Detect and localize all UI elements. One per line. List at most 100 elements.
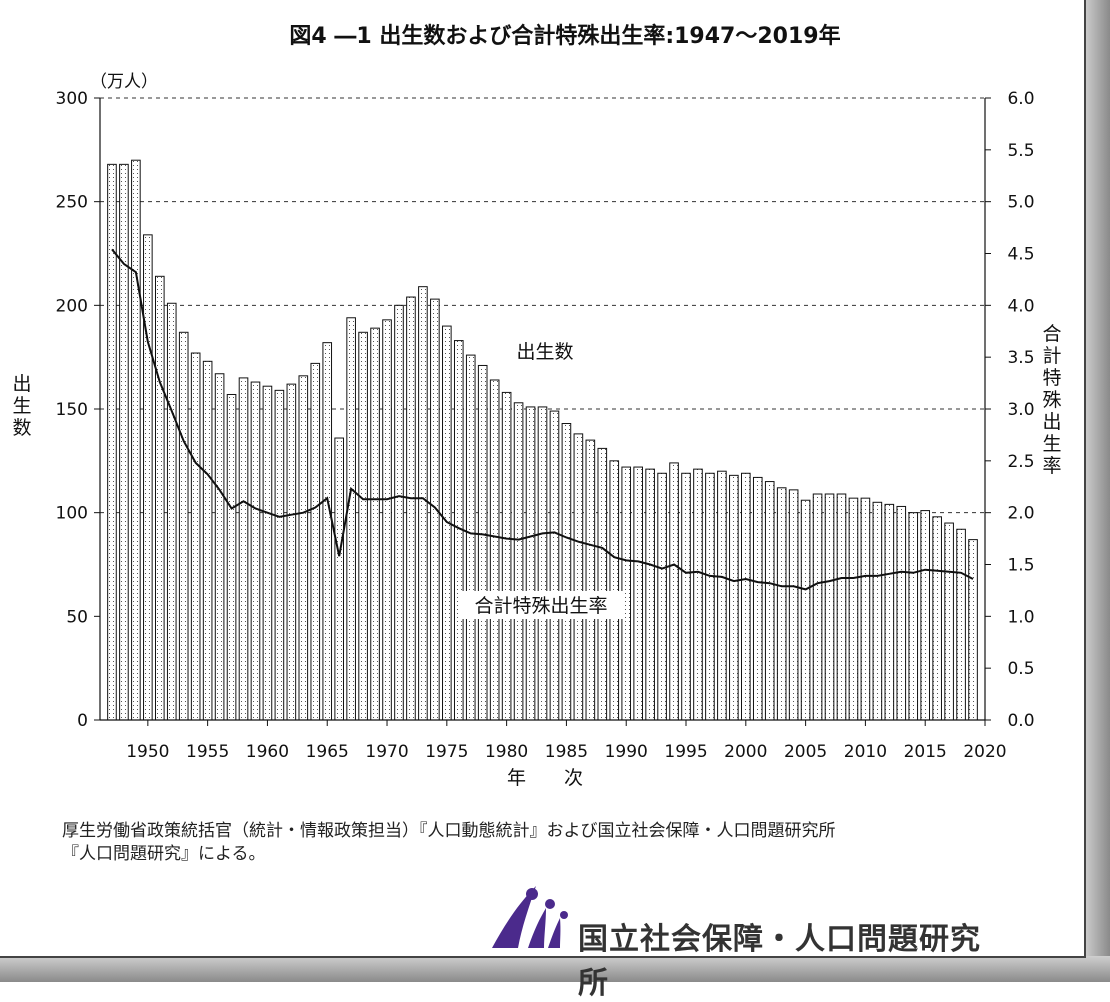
birth-bar [633, 466, 643, 721]
birth-bar [119, 163, 129, 721]
birth-bar [549, 410, 560, 721]
birth-bar [752, 476, 763, 721]
birth-bar [693, 468, 703, 721]
birth-bar [597, 447, 608, 721]
left-tick-label: 0 [77, 711, 88, 731]
ipss-logo-text: 国立社会保障・人口問題研究所 [578, 922, 981, 1001]
x-tick-label: 1965 [306, 742, 349, 762]
birth-bar [884, 503, 895, 721]
birth-bar [131, 159, 141, 721]
source-line-1: 厚生労働省政策統括官（統計・情報政策担当）『人口動態統計』および国立社会保障・人… [62, 821, 836, 841]
axes [94, 97, 991, 726]
birth-bar [143, 234, 153, 721]
right-tick-label: 3.0 [1007, 400, 1034, 420]
birth-bar [705, 472, 715, 721]
birth-bar [860, 497, 871, 721]
right-axis-title-char: 特 [1042, 367, 1061, 389]
birth-bar [956, 528, 966, 721]
birth-bar [178, 331, 189, 721]
birth-bar [944, 522, 954, 721]
left-axis-title-char: 生 [12, 395, 31, 417]
birth-bar [418, 286, 428, 721]
unit-label: （万人） [90, 72, 158, 92]
birth-bar [669, 462, 679, 721]
x-tick-label: 1970 [365, 742, 408, 762]
source-line-2: 『人口問題研究』による。 [62, 844, 266, 864]
birth-bar [824, 493, 835, 721]
birth-bar [513, 402, 524, 721]
x-tick-label: 1955 [186, 742, 229, 762]
birth-bar [932, 516, 942, 721]
birth-bar [358, 331, 368, 721]
x-tick-label: 1990 [605, 742, 648, 762]
right-axis-title-char: 合 [1042, 323, 1061, 345]
birth-bar [406, 296, 416, 721]
right-tick-label: 3.5 [1007, 348, 1034, 368]
chart-title: 図4 ―1 出生数および合計特殊出生率:1947～2019年 [289, 23, 840, 49]
x-tick-label: 1980 [485, 742, 528, 762]
birth-bar [657, 472, 667, 721]
birth-bar [764, 481, 775, 721]
birth-bar [107, 163, 117, 721]
ipss-logo-icon [492, 886, 568, 948]
birth-bar [896, 505, 907, 721]
birth-bar [322, 342, 333, 721]
left-tick-label: 100 [56, 504, 88, 524]
right-tick-label: 2.5 [1007, 452, 1034, 472]
right-axis-title-char: 出 [1042, 411, 1061, 433]
birth-bar [202, 360, 213, 721]
x-tick-label: 2020 [963, 742, 1006, 762]
frame-shadow-right [1084, 0, 1110, 982]
birth-bar [776, 487, 787, 721]
right-axis-title-char: 生 [1042, 433, 1061, 455]
birth-bar [226, 393, 237, 721]
x-tick-label: 2005 [784, 742, 827, 762]
birth-bar [681, 472, 691, 721]
birth-bar [190, 352, 201, 721]
x-tick-label: 2015 [904, 742, 947, 762]
birth-bar [154, 275, 165, 721]
right-tick-label: 4.0 [1007, 296, 1034, 316]
birth-bar [968, 539, 978, 721]
birth-bar [310, 362, 321, 721]
birth-bar [573, 433, 584, 721]
x-tick-label: 1960 [246, 742, 289, 762]
right-tick-label: 2.0 [1007, 504, 1034, 524]
births-annotation: 出生数 [516, 341, 573, 363]
right-axis-title-char: 殊 [1042, 389, 1061, 411]
tfr-line-layer [111, 248, 974, 591]
birth-bar [262, 385, 273, 721]
birth-bar [465, 354, 476, 721]
right-tick-label: 0.0 [1007, 711, 1034, 731]
right-tick-label: 0.5 [1007, 659, 1034, 679]
left-tick-label: 50 [66, 607, 88, 627]
birth-bar [334, 437, 344, 721]
source-note: 厚生労働省政策統括官（統計・情報政策担当）『人口動態統計』および国立社会保障・人… [62, 820, 1062, 866]
birth-bar [501, 391, 512, 721]
birth-bar [908, 512, 919, 721]
birth-bar [166, 302, 177, 721]
birth-chart: 図4 ―1 出生数および合計特殊出生率:1947～2019年 （万人） 0 50 1… [12, 23, 1061, 789]
right-tick-label: 5.5 [1007, 141, 1034, 161]
right-axis-title-char: 率 [1042, 455, 1061, 477]
birth-bar [609, 460, 620, 721]
left-axis-title-char: 出 [12, 373, 31, 395]
birth-bar [250, 381, 261, 721]
birth-bar [525, 406, 536, 721]
ipss-logo: 国立社会保障・人口問題研究所 [490, 882, 1010, 1001]
birth-bar [274, 389, 285, 721]
x-axis-title: 年 次 [507, 767, 583, 789]
labels: 0 50 100 150 200 250 300 0.0 0.5 1.0 1.5 2.0 2.5 3.0 3… [12, 89, 1061, 789]
birth-bar [729, 474, 739, 721]
right-tick-label: 1.0 [1007, 607, 1034, 627]
left-tick-label: 200 [56, 296, 88, 316]
birth-bar [848, 497, 859, 721]
left-tick-label: 250 [56, 193, 88, 213]
birth-bar [585, 439, 596, 721]
birth-bar [238, 377, 249, 721]
birth-bar [788, 489, 799, 721]
birth-bar [537, 406, 548, 721]
right-axis-title-char: 計 [1042, 345, 1061, 367]
birth-bar [286, 383, 297, 721]
left-tick-label: 300 [56, 89, 88, 109]
